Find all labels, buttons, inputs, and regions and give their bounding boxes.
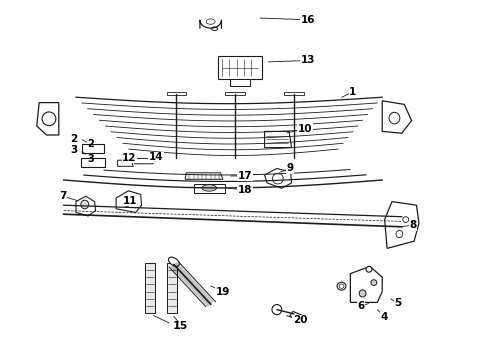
Polygon shape (167, 92, 186, 95)
Text: 12: 12 (122, 153, 137, 163)
Polygon shape (37, 103, 59, 135)
Text: 17: 17 (238, 171, 252, 181)
Ellipse shape (272, 305, 282, 315)
Text: 3: 3 (87, 154, 94, 164)
Text: 8: 8 (410, 220, 416, 230)
Polygon shape (194, 184, 225, 193)
Polygon shape (290, 311, 304, 320)
Text: 7: 7 (59, 191, 67, 201)
Polygon shape (385, 202, 419, 248)
Ellipse shape (169, 257, 179, 266)
Ellipse shape (359, 290, 366, 297)
Polygon shape (218, 56, 262, 79)
Polygon shape (118, 160, 133, 166)
Ellipse shape (81, 200, 89, 209)
Text: 13: 13 (300, 55, 315, 66)
Polygon shape (76, 196, 96, 216)
Polygon shape (167, 263, 177, 313)
Text: 10: 10 (297, 124, 312, 134)
Text: 9: 9 (287, 163, 294, 174)
Ellipse shape (366, 266, 372, 272)
Text: 1: 1 (349, 87, 356, 97)
Polygon shape (382, 101, 412, 133)
Polygon shape (230, 79, 250, 86)
Text: 6: 6 (358, 301, 365, 311)
Ellipse shape (389, 112, 400, 124)
Polygon shape (185, 173, 223, 179)
Text: 4: 4 (381, 312, 389, 322)
Polygon shape (135, 158, 153, 164)
Text: 3: 3 (70, 145, 77, 156)
Ellipse shape (212, 27, 218, 31)
Text: 11: 11 (122, 196, 137, 206)
Polygon shape (265, 131, 292, 148)
Ellipse shape (202, 185, 217, 191)
Polygon shape (225, 92, 245, 95)
Text: 14: 14 (148, 152, 163, 162)
Polygon shape (145, 263, 155, 313)
Text: 20: 20 (293, 315, 307, 325)
Polygon shape (284, 92, 304, 95)
Text: 15: 15 (172, 321, 188, 331)
Polygon shape (350, 266, 382, 302)
Text: 5: 5 (394, 298, 401, 309)
Polygon shape (116, 191, 142, 212)
Text: 16: 16 (300, 15, 315, 25)
Text: 18: 18 (238, 185, 252, 195)
Ellipse shape (42, 112, 56, 126)
Ellipse shape (337, 282, 346, 290)
Text: 2: 2 (70, 134, 77, 144)
Ellipse shape (371, 280, 377, 285)
Ellipse shape (122, 197, 131, 206)
Polygon shape (265, 168, 292, 188)
Text: 2: 2 (87, 139, 94, 149)
Text: 19: 19 (216, 287, 230, 297)
